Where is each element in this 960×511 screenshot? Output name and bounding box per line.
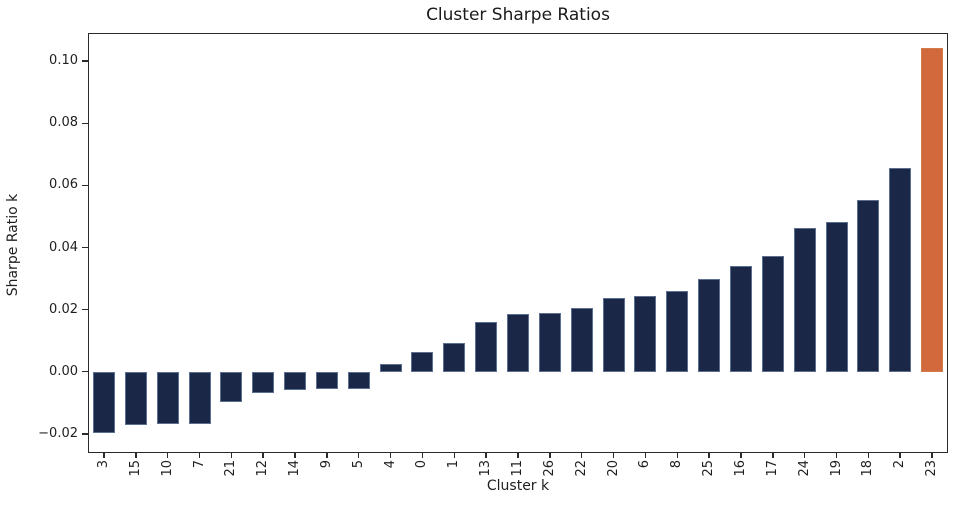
x-axis-tick [676,453,679,458]
bar-cluster-6 [634,295,657,372]
bar-cluster-23 [921,47,944,372]
x-axis-tick [835,453,838,458]
bar-cluster-1 [443,342,466,372]
x-axis-tick [357,453,360,458]
y-axis-tick [82,60,88,62]
y-tick-label: 0.08 [49,115,78,131]
bar-cluster-21 [220,371,243,403]
y-axis-label: Sharpe Ratio k [5,193,21,297]
y-tick-label: 0.06 [49,177,78,193]
bar-cluster-10 [156,371,179,425]
bar-cluster-12 [252,371,275,393]
chart-title: Cluster Sharpe Ratios [426,5,610,25]
x-axis-tick [166,453,169,458]
bar-cluster-16 [730,266,752,372]
x-axis-label: Cluster k [486,478,550,494]
y-tick-label: 0.02 [49,301,78,317]
y-axis-tick [82,184,88,187]
y-axis-tick [82,246,88,249]
bar-cluster-17 [761,255,784,372]
x-axis-tick [389,453,392,458]
x-axis-tick [549,453,551,458]
x-axis-tick [740,453,742,458]
bar-cluster-15 [124,371,147,426]
x-axis-tick [708,453,710,458]
x-axis-tick [612,453,615,458]
bar-cluster-18 [857,200,880,372]
x-axis-tick [230,453,233,458]
x-axis-tick [931,453,933,458]
bar-cluster-0 [411,351,434,372]
x-axis-tick [580,453,583,458]
bar-cluster-3 [92,371,115,433]
x-axis-tick [485,453,487,458]
bar-cluster-8 [666,290,689,372]
bar-cluster-2 [889,167,912,372]
x-axis-tick [899,453,901,458]
x-axis-tick [644,453,647,458]
x-axis-tick [421,453,424,458]
y-axis-tick [82,122,88,125]
x-axis-tick [453,453,456,458]
bar-cluster-19 [825,222,848,372]
x-axis-tick [135,453,137,458]
x-axis-tick [803,453,806,458]
x-axis-tick [294,453,296,458]
x-axis-tick [772,453,774,458]
bar-cluster-20 [602,298,625,372]
y-tick-label: 0.10 [49,53,78,69]
bar-cluster-4 [379,363,402,372]
x-axis-tick [517,453,519,458]
bar-cluster-5 [347,371,370,389]
x-axis-tick [867,453,870,458]
x-axis-tick [326,453,328,458]
bar-cluster-22 [570,307,593,372]
y-tick-label: 0.04 [49,239,78,255]
y-tick-label: 0.00 [49,363,78,379]
bar-cluster-13 [475,321,498,372]
bar-cluster-11 [507,314,529,372]
x-axis-tick [103,453,105,458]
y-axis-tick [82,433,88,435]
plot-border [88,33,948,453]
x-axis-tick [198,453,201,458]
bar-cluster-7 [188,371,211,424]
y-tick-label: −0.02 [38,425,78,441]
y-axis-tick [82,308,88,311]
bar-cluster-25 [698,279,721,372]
bar-cluster-24 [793,227,816,372]
bar-cluster-9 [315,371,338,390]
x-axis-tick [262,453,264,458]
y-axis-tick [82,370,88,373]
bar-cluster-14 [284,371,306,391]
bar-cluster-26 [538,312,561,372]
